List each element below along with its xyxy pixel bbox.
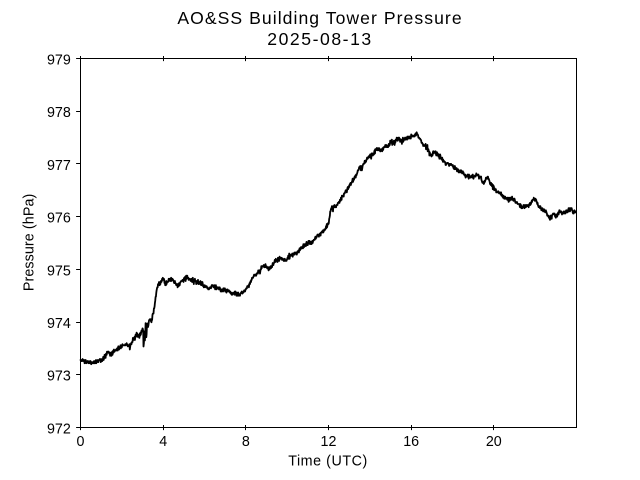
svg-text:8: 8: [242, 434, 250, 450]
svg-text:Time (UTC): Time (UTC): [288, 454, 368, 470]
svg-text:12: 12: [321, 434, 337, 450]
svg-text:976: 976: [47, 211, 71, 227]
svg-text:0: 0: [77, 434, 85, 450]
svg-text:977: 977: [47, 158, 71, 174]
svg-text:975: 975: [47, 263, 71, 279]
svg-text:979: 979: [47, 52, 71, 68]
svg-text:20: 20: [486, 434, 502, 450]
svg-text:Pressure (hPa): Pressure (hPa): [22, 194, 38, 292]
svg-text:972: 972: [47, 421, 71, 437]
svg-text:4: 4: [159, 434, 167, 450]
svg-text:978: 978: [47, 105, 71, 121]
svg-text:2025-08-13: 2025-08-13: [267, 29, 373, 49]
svg-text:974: 974: [47, 316, 71, 332]
svg-text:973: 973: [47, 369, 71, 385]
svg-text:AO&SS Building Tower Pressure: AO&SS Building Tower Pressure: [177, 8, 462, 28]
svg-text:16: 16: [403, 434, 419, 450]
